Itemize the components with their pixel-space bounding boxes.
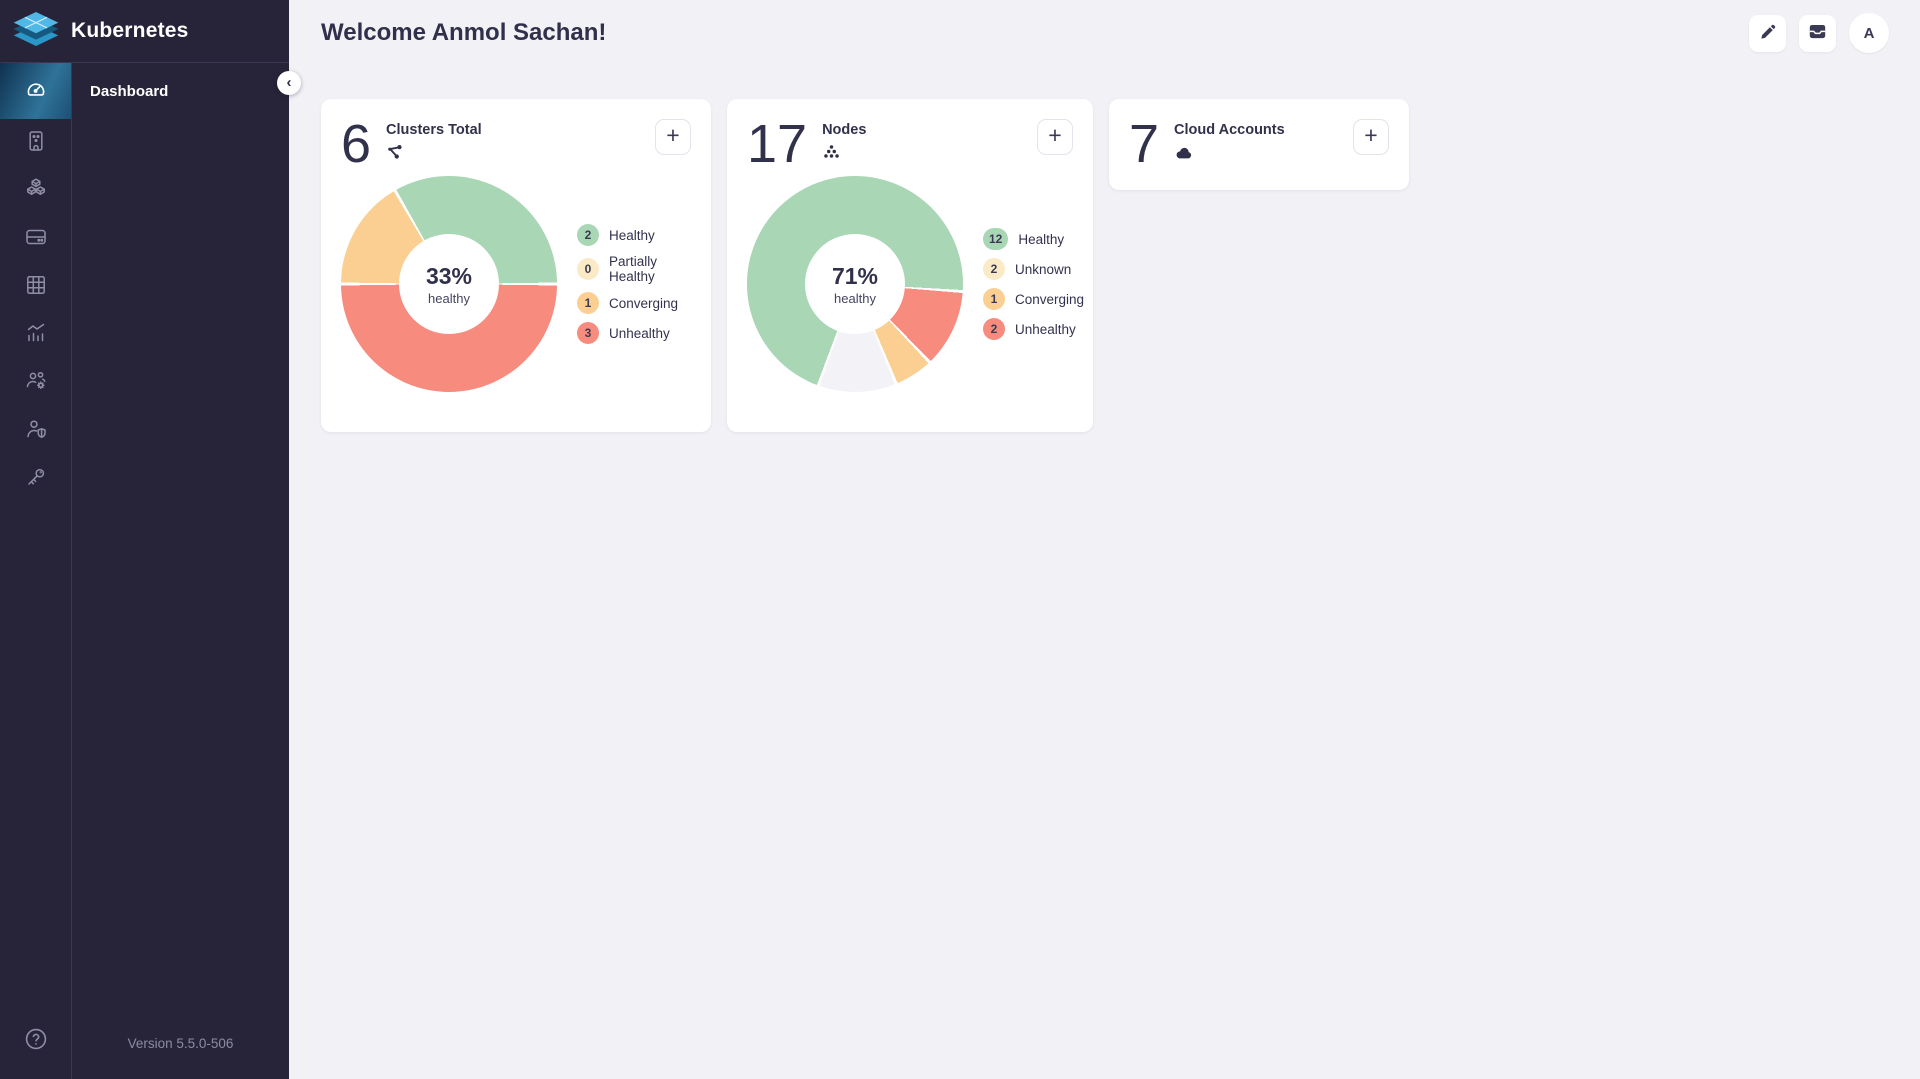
version-label: Version 5.5.0-506	[127, 1036, 234, 1051]
cloud-accounts-card: 7 Cloud Accounts +	[1109, 99, 1409, 191]
cloud-accounts-card-title: Cloud Accounts	[1174, 122, 1285, 138]
legend-label: Healthy	[609, 227, 655, 243]
rail-item-nodes[interactable]	[0, 215, 71, 263]
team-settings-icon	[24, 369, 48, 398]
legend-label: Unhealthy	[609, 325, 670, 341]
nodes-legend: 12 Healthy 2 Unknown 1 Converging 2 Unhe…	[983, 224, 1084, 344]
clusters-donut-chart: 33% healthy	[341, 176, 557, 393]
legend-row: 1 Converging	[983, 288, 1085, 311]
main-header: Welcome Anmol Sachan! A	[289, 0, 1920, 66]
legend-row: 0 Partially Healthy	[577, 254, 691, 284]
rail-item-clusters[interactable]	[0, 167, 71, 215]
icon-rail	[0, 63, 72, 1079]
legend-badge: 2	[983, 258, 1005, 281]
plus-icon: +	[1048, 122, 1062, 148]
legend-row: 2 Healthy	[577, 224, 691, 247]
legend-badge: 2	[577, 224, 599, 247]
legend-row: 1 Converging	[577, 292, 691, 315]
legend-badge: 1	[983, 288, 1005, 311]
chart-icon	[24, 321, 48, 350]
brand-name: Kubernetes	[71, 19, 189, 42]
rail-item-keys[interactable]	[0, 455, 71, 503]
add-cluster-button[interactable]: +	[655, 119, 691, 155]
chevron-left-icon: ‹	[286, 73, 292, 91]
add-node-button[interactable]: +	[1037, 119, 1073, 155]
clusters-health-percent: 33%	[425, 262, 473, 289]
legend-badge: 3	[577, 322, 599, 345]
share-network-icon	[386, 143, 482, 167]
plus-icon: +	[666, 122, 680, 148]
nodes-donut-chart: 71% healthy	[747, 176, 963, 393]
plus-icon: +	[1364, 122, 1378, 148]
inbox-icon	[1807, 21, 1828, 45]
rail-item-help[interactable]	[0, 1017, 71, 1065]
add-cloud-account-button[interactable]: +	[1353, 119, 1389, 155]
rail-spacer	[0, 503, 71, 1017]
server-icon	[24, 225, 48, 254]
edit-button[interactable]	[1749, 14, 1786, 52]
legend-badge: 1	[577, 292, 599, 315]
kubernetes-logo-icon	[13, 11, 59, 51]
main-content: Welcome Anmol Sachan! A	[289, 0, 1920, 1079]
legend-label: Converging	[609, 295, 679, 311]
help-icon	[23, 1026, 49, 1057]
rail-item-user-management[interactable]	[0, 359, 71, 407]
nodes-card: 17 Nodes +	[727, 99, 1093, 432]
dashboard-cards: 6 Clusters Total +	[321, 99, 1888, 432]
legend-row: 12 Healthy	[983, 228, 1084, 251]
rail-item-organizations[interactable]	[0, 119, 71, 167]
clusters-health-sublabel: healthy	[428, 290, 470, 306]
nodes-card-title: Nodes	[822, 122, 867, 138]
header-actions: A	[1749, 13, 1889, 53]
nodes-count: 17	[747, 114, 808, 174]
avatar[interactable]: A	[1849, 13, 1889, 53]
key-icon	[24, 465, 48, 494]
brand: Kubernetes	[0, 0, 289, 62]
avatar-initial: A	[1863, 24, 1875, 42]
legend-badge: 0	[577, 258, 599, 281]
nodes-dots-icon	[822, 143, 866, 167]
inbox-button[interactable]	[1799, 14, 1836, 52]
rail-item-dashboard[interactable]	[0, 63, 71, 119]
legend-row: 2 Unhealthy	[983, 318, 1084, 341]
rail-item-metrics[interactable]	[0, 311, 71, 359]
nodes-health-percent: 71%	[831, 262, 879, 289]
legend-label: Converging	[1015, 291, 1085, 307]
building-icon	[24, 129, 48, 158]
user-shield-icon	[24, 417, 48, 446]
cloud-icon	[1174, 143, 1285, 168]
clusters-card-title: Clusters Total	[386, 122, 482, 138]
legend-badge: 12	[983, 228, 1009, 251]
sidebar-collapse-button[interactable]: ‹	[277, 71, 301, 95]
gauge-icon	[23, 76, 49, 107]
legend-badge: 2	[983, 318, 1005, 341]
grid-icon	[24, 273, 48, 302]
legend-label: Unknown	[1015, 261, 1072, 277]
panel-spacer	[72, 119, 289, 1036]
sidebar-item-dashboard[interactable]: Dashboard	[72, 63, 289, 119]
rail-item-access-control[interactable]	[0, 407, 71, 455]
rail-item-workloads[interactable]	[0, 263, 71, 311]
clusters-card: 6 Clusters Total +	[321, 99, 711, 432]
sidebar-item-label: Dashboard	[90, 82, 169, 100]
legend-label: Unhealthy	[1015, 321, 1076, 337]
cloud-accounts-count: 7	[1129, 114, 1160, 174]
nodes-health-sublabel: healthy	[834, 290, 876, 306]
legend-label: Partially Healthy	[609, 254, 658, 285]
sidebar-panel: Dashboard Version 5.5.0-506	[72, 63, 289, 1079]
cubes-icon	[24, 177, 48, 206]
legend-row: 3 Unhealthy	[577, 322, 691, 345]
page-title: Welcome Anmol Sachan!	[321, 19, 607, 46]
legend-label: Healthy	[1018, 231, 1065, 247]
pencil-icon	[1758, 22, 1778, 45]
clusters-legend: 2 Healthy 0 Partially Healthy 1 Convergi…	[577, 220, 691, 348]
legend-row: 2 Unknown	[983, 258, 1084, 281]
clusters-count: 6	[341, 114, 372, 174]
sidebar: Kubernetes	[0, 0, 301, 1079]
